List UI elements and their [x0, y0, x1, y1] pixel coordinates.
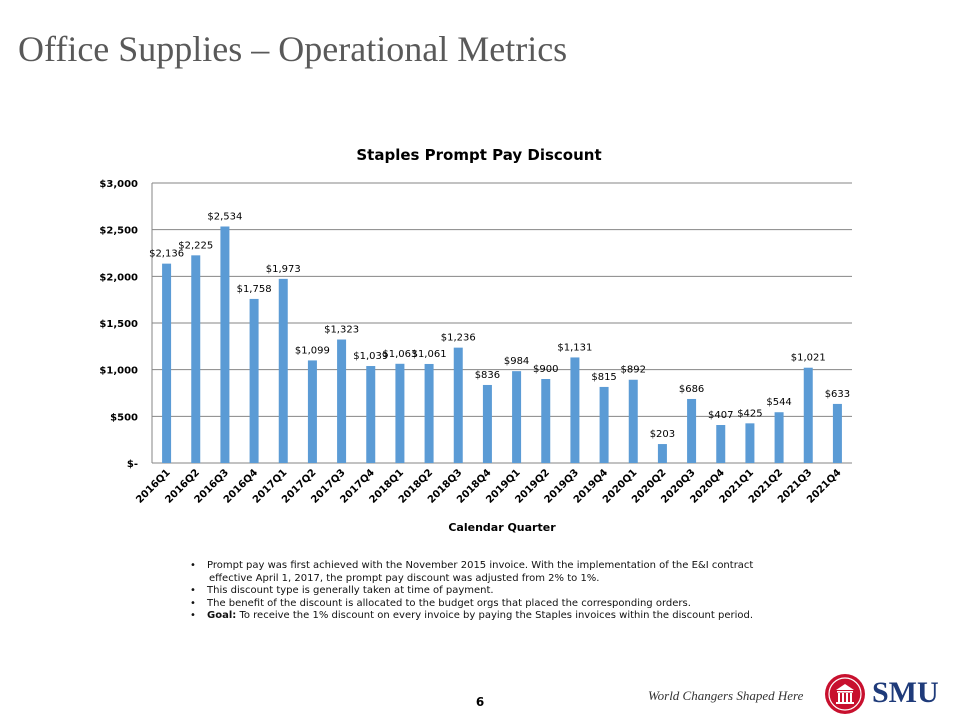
data-label: $1,973: [266, 264, 301, 275]
data-label: $1,323: [324, 325, 359, 336]
data-label: $544: [766, 397, 791, 408]
bullet-text-continued: effective April 1, 2017, the prompt pay …: [209, 572, 600, 584]
y-tick-label: $-: [127, 459, 138, 470]
data-label: $633: [825, 389, 850, 400]
bar: [541, 379, 551, 463]
smu-seal-icon: [825, 674, 865, 714]
bullet-item: The benefit of the discount is allocated…: [190, 598, 830, 611]
bar: [628, 379, 638, 463]
bullet-item: Goal: To receive the 1% discount on ever…: [190, 610, 830, 623]
x-axis: 2016Q12016Q22016Q32016Q42017Q12017Q22017…: [134, 467, 843, 505]
data-label: $815: [591, 372, 616, 383]
data-label: $203: [650, 429, 675, 440]
chart-bars: [162, 226, 842, 463]
data-label: $2,534: [207, 211, 242, 222]
bar: [337, 339, 347, 463]
data-label: $892: [621, 365, 646, 376]
bar: [657, 444, 667, 463]
data-label: $1,063: [382, 349, 417, 360]
page-number: 6: [475, 695, 485, 709]
data-label: $1,758: [237, 284, 272, 295]
x-axis-title: Calendar Quarter: [448, 521, 556, 534]
data-label: $1,039: [353, 351, 388, 362]
chart-title: Staples Prompt Pay Discount: [356, 146, 601, 164]
bar: [453, 347, 463, 463]
data-labels: $2,136$2,225 $2,534 $1,758 $1,973 $1,099 $1,3…: [149, 211, 850, 440]
bullet-text: This discount type is generally taken at…: [207, 585, 494, 596]
bar: [599, 386, 609, 463]
data-label: $2,136: [149, 249, 184, 260]
data-label: $686: [679, 384, 704, 395]
bullet-item: This discount type is generally taken at…: [190, 585, 830, 598]
data-label: $1,236: [441, 333, 476, 344]
bar: [191, 255, 201, 463]
bar: [366, 366, 376, 463]
bar: [424, 363, 434, 463]
smu-logo: SMU: [872, 676, 939, 709]
data-label: $1,131: [557, 342, 592, 353]
bar: [307, 360, 317, 463]
data-label: $1,099: [295, 345, 330, 356]
bar: [220, 226, 230, 463]
bar: [774, 412, 784, 463]
data-label: $900: [533, 364, 558, 375]
bar: [395, 363, 405, 463]
y-tick-label: $1,500: [100, 319, 138, 330]
bar: [745, 423, 755, 463]
y-tick-label: $1,000: [100, 366, 138, 377]
slide-title: Office Supplies – Operational Metrics: [18, 29, 568, 69]
data-label: $407: [708, 410, 733, 421]
data-label: $836: [475, 370, 500, 381]
bar: [687, 398, 697, 463]
bullet-item: Prompt pay was first achieved with the N…: [190, 560, 830, 585]
prompt-pay-chart: Staples Prompt Pay Discount $- $500 $1,000…: [100, 146, 852, 534]
bar: [278, 278, 288, 463]
y-tick-label: $2,500: [100, 226, 138, 237]
y-tick-label: $2,000: [100, 272, 138, 283]
data-label: $984: [504, 356, 529, 367]
bar: [249, 298, 259, 463]
bar: [482, 384, 492, 463]
bullet-label: Goal:: [207, 610, 237, 621]
chart-gridlines: [152, 182, 852, 464]
bullet-text: Prompt pay was first achieved with the N…: [207, 560, 754, 571]
bar: [570, 357, 580, 463]
bar: [512, 371, 522, 463]
notes-list: Prompt pay was first achieved with the N…: [190, 560, 830, 623]
data-label: $2,225: [178, 240, 213, 251]
bullet-text: The benefit of the discount is allocated…: [207, 597, 691, 609]
y-tick-label: $3,000: [100, 179, 138, 190]
bar: [162, 263, 172, 463]
bar: [803, 367, 813, 463]
data-label: $425: [737, 408, 762, 419]
bullet-text: To receive the 1% discount on every invo…: [236, 610, 754, 621]
y-tick-label: $500: [110, 412, 138, 423]
data-label: $1,021: [791, 353, 826, 364]
data-label: $1,061: [412, 349, 447, 360]
bar: [716, 425, 726, 463]
y-axis: $- $500 $1,000 $1,500 $2,000 $2,500 $3,000: [100, 179, 153, 470]
tagline: World Changers Shaped Here: [648, 688, 804, 703]
bar: [832, 403, 842, 463]
